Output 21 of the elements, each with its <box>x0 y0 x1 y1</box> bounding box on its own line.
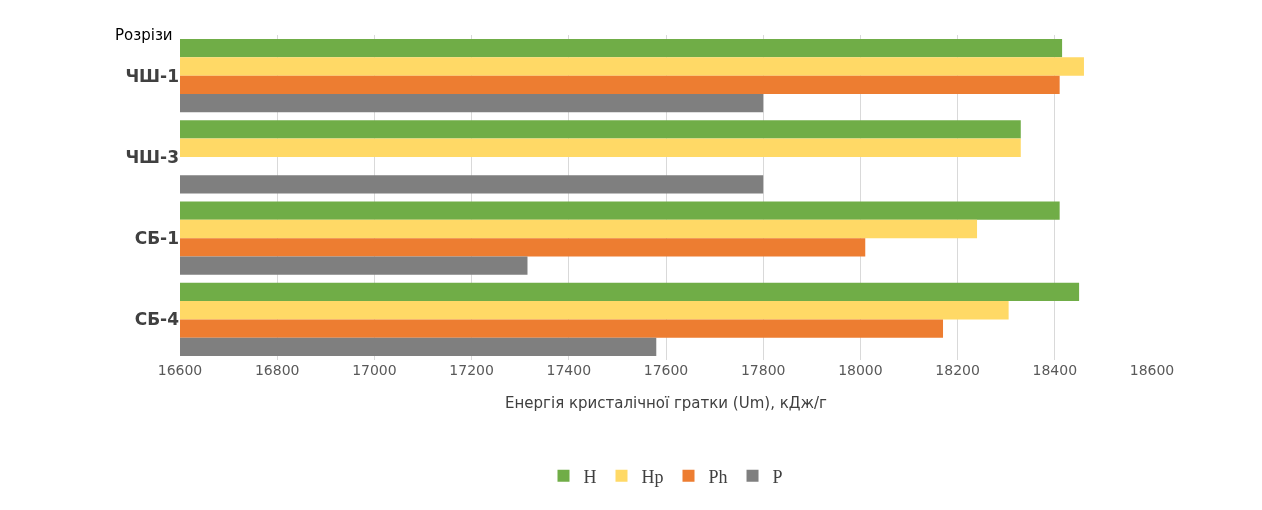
x-tick-label: 16800 <box>254 362 300 378</box>
x-tick-label: 18200 <box>935 362 980 378</box>
x-axis-title: Енергія кристалічної гратки (Um), кДж/г <box>505 394 828 412</box>
y-axis-title: Розрізи <box>115 26 173 44</box>
x-tick-label: 17000 <box>352 362 397 378</box>
x-tick-label: 17600 <box>643 362 689 378</box>
x-tick-label: 17400 <box>546 362 592 378</box>
legend-label: P <box>772 466 783 487</box>
legend-label: H <box>583 466 597 487</box>
y-tick-label: СБ-4 <box>134 309 180 330</box>
x-tick-label: 16600 <box>157 362 203 378</box>
y-tick-label: ЧШ-3 <box>125 146 179 167</box>
legend-label: Ph <box>708 466 728 487</box>
x-tick-label: 17800 <box>740 362 786 378</box>
x-tick-label: 18600 <box>1129 362 1175 378</box>
x-tick-label: 18400 <box>1032 362 1078 378</box>
x-tick-label: 18000 <box>838 362 883 378</box>
y-tick-label: ЧШ-1 <box>125 65 179 86</box>
y-tick-label: СБ-1 <box>134 228 179 249</box>
x-tick-label: 17200 <box>449 362 494 378</box>
legend-label: Hp <box>641 466 664 487</box>
